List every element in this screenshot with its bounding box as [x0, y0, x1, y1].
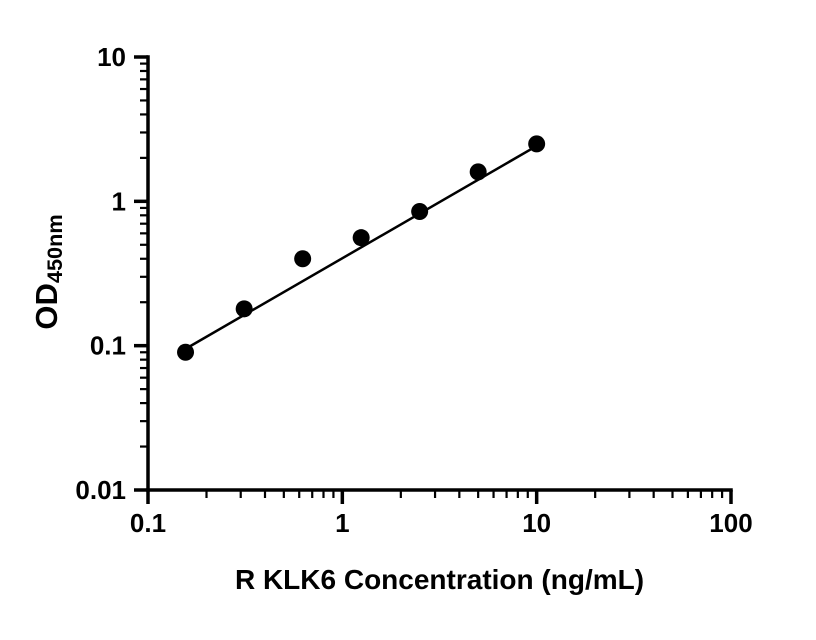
y-tick-label: 0.01	[75, 475, 126, 505]
x-tick-label: 100	[709, 508, 752, 538]
y-tick-label: 10	[97, 42, 126, 72]
x-tick-label: 10	[522, 508, 551, 538]
y-axis-title: OD450nm	[29, 214, 67, 330]
data-point	[235, 300, 253, 318]
x-tick-label: 1	[335, 508, 349, 538]
x-axis-title-text: R KLK6 Concentration (ng/mL)	[234, 564, 645, 595]
data-point	[411, 203, 429, 221]
data-point	[528, 135, 546, 153]
data-point	[177, 343, 195, 361]
y-tick-label: 1	[112, 186, 126, 216]
y-axis-title-subscript: 450nm	[41, 214, 67, 284]
y-tick-label: 0.1	[90, 331, 126, 361]
data-point	[294, 250, 312, 268]
data-point	[352, 229, 370, 247]
x-tick-label: 0.1	[130, 508, 166, 538]
y-axis-title-main: OD	[29, 283, 64, 330]
data-point	[469, 163, 487, 181]
x-axis-title: R KLK6 Concentration (ng/mL)	[148, 564, 731, 596]
